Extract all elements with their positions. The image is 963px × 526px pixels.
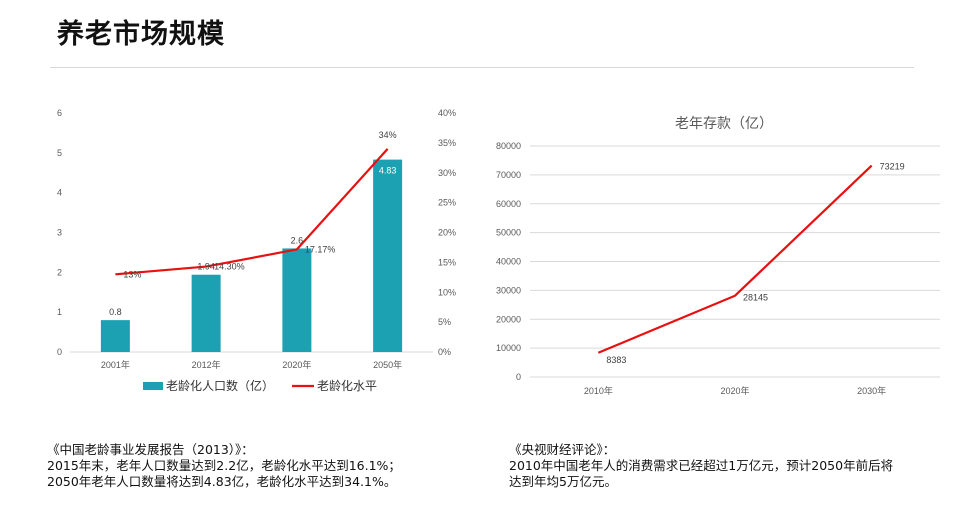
legend-label-bar: 老龄化人口数（亿）	[166, 378, 274, 393]
bar	[191, 274, 221, 352]
line-data-label: 14.30%	[214, 262, 245, 272]
savings-line	[597, 164, 873, 354]
y2-tick-label: 0%	[438, 347, 451, 357]
y-tick-label: 60000	[496, 199, 521, 209]
bar-data-label: 1.94	[197, 262, 215, 272]
y2-tick-label: 35%	[438, 138, 456, 148]
elderly-population-chart: 0 1 2 3 4 5 6 0% 5% 10% 15% 20% 25% 30% 35% 40% 2001年 2…	[57, 108, 456, 393]
y-tick-label: 70000	[496, 170, 521, 180]
note-source: 《央视财经评论》：	[509, 442, 616, 457]
y2-tick-label: 5%	[438, 317, 451, 327]
page-title: 养老市场规模	[57, 19, 225, 50]
bar	[282, 248, 312, 352]
data-label: 8383	[606, 355, 626, 365]
y-tick-label: 2	[57, 267, 62, 277]
left-source-note: 《中国老龄事业发展报告（2013）》： 2015年末，老年人口数量达到2.2亿，…	[47, 442, 401, 490]
y-tick-label: 20000	[496, 314, 521, 324]
x-tick-label: 2020年	[720, 385, 749, 396]
chart-title: 老年存款（亿）	[675, 115, 773, 131]
y-tick-label: 30000	[496, 285, 521, 295]
title-divider	[50, 67, 914, 68]
y-tick-label: 5	[57, 148, 62, 158]
y-tick-label: 0	[516, 372, 521, 382]
y-tick-label: 1	[57, 307, 62, 317]
data-label: 28145	[743, 293, 768, 303]
legend-label-line: 老龄化水平	[317, 379, 377, 393]
x-tick-label: 2020年	[282, 359, 311, 370]
legend-swatch-bar	[143, 382, 163, 390]
note-line: 2050年老年人口数量将达到4.83亿，老龄化水平达到34.1%。	[47, 474, 397, 489]
y2-tick-label: 10%	[438, 287, 456, 297]
note-line: 2015年末，老年人口数量达到2.2亿，老龄化水平达到16.1%；	[47, 458, 401, 473]
line-data-label: 17.17%	[305, 244, 336, 254]
y2-tick-label: 30%	[438, 168, 456, 178]
y2-tick-label: 25%	[438, 198, 456, 208]
y-tick-label: 0	[57, 347, 62, 357]
y-tick-label: 10000	[496, 343, 521, 353]
data-label: 73219	[880, 162, 905, 172]
elderly-savings-chart: 老年存款（亿） 0 10000 20000 30000 40000 50000 60000 7…	[496, 115, 940, 396]
note-source: 《中国老龄事业发展报告（2013）》：	[47, 442, 254, 457]
right-source-note: 《央视财经评论》： 2010年中国老年人的消费需求已经超过1万亿元，预计2050…	[509, 442, 893, 490]
x-tick-label: 2010年	[584, 385, 613, 396]
x-tick-label: 2030年	[857, 385, 886, 396]
x-tick-label: 2012年	[192, 359, 221, 370]
y2-tick-label: 40%	[438, 108, 456, 118]
bar-data-label: 0.8	[109, 307, 122, 317]
x-tick-label: 2001年	[101, 359, 130, 370]
line-data-label: 13%	[123, 269, 141, 279]
y2-tick-label: 15%	[438, 257, 456, 267]
y-tick-label: 80000	[496, 141, 521, 151]
y2-tick-label: 20%	[438, 228, 456, 238]
note-line: 2010年中国老年人的消费需求已经超过1万亿元，预计2050年前后将	[509, 458, 894, 473]
note-line: 达到年均5万亿元。	[509, 474, 617, 489]
bar-data-label: 4.83	[379, 166, 397, 176]
bar	[100, 320, 130, 352]
aging-rate-line	[115, 148, 389, 276]
y-tick-label: 6	[57, 108, 62, 118]
y-tick-label: 3	[57, 228, 62, 238]
line-data-label: 34%	[379, 130, 397, 140]
x-tick-label: 2050年	[373, 359, 402, 370]
y-tick-label: 4	[57, 188, 62, 198]
y-tick-label: 50000	[496, 228, 521, 238]
bar	[373, 159, 403, 352]
chart-legend: 老龄化人口数（亿） 老龄化水平	[143, 378, 377, 393]
y-tick-label: 40000	[496, 257, 521, 267]
bar-data-label: 2.6	[291, 235, 304, 245]
